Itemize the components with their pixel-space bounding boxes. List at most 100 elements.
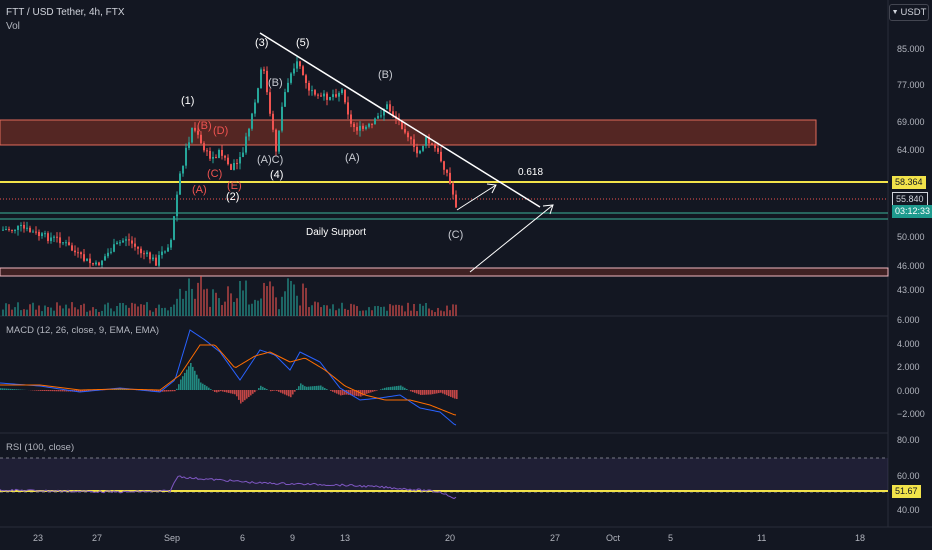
- time-tick: 13: [340, 533, 351, 543]
- macd-histogram-bar: [62, 390, 64, 392]
- macd-label[interactable]: MACD (12, 26, close, 9, EMA, EMA): [6, 325, 160, 336]
- volume-bar: [263, 282, 265, 316]
- macd-histogram-bar: [214, 390, 216, 392]
- currency-button[interactable]: ▼ USDT: [889, 4, 929, 21]
- macd-histogram-bar: [252, 390, 254, 394]
- wave-label-b-left: (B): [197, 120, 212, 132]
- volume-bar: [431, 310, 433, 316]
- macd-histogram-bar: [200, 382, 202, 390]
- projection-arrow-short-head: [486, 183, 497, 194]
- candle-body: [431, 143, 433, 145]
- volume-bar: [254, 299, 256, 316]
- candle-body: [167, 247, 169, 252]
- volume-bar: [20, 310, 22, 316]
- candle-body: [194, 127, 196, 131]
- candle-body: [314, 90, 316, 95]
- candle-body: [335, 94, 337, 97]
- volume-bar: [323, 305, 325, 316]
- volume-bar: [419, 303, 421, 316]
- candle-body: [254, 102, 256, 114]
- volume-bar: [2, 309, 4, 316]
- candle-body: [44, 233, 46, 235]
- macd-histogram-bar: [414, 390, 416, 393]
- volume-bar: [101, 310, 103, 316]
- candle-body: [62, 242, 64, 244]
- candle-body: [164, 251, 166, 253]
- volume-bar: [230, 293, 232, 316]
- candle-body: [119, 242, 121, 244]
- volume-bar: [164, 307, 166, 316]
- macd-histogram-bar: [444, 390, 446, 395]
- candle-body: [41, 233, 43, 237]
- candle-body: [383, 109, 385, 116]
- volume-bar: [407, 302, 409, 316]
- macd-histogram-bar: [394, 386, 396, 390]
- candle-body: [128, 239, 130, 241]
- wave-label-ac: (A)C): [257, 154, 284, 166]
- volume-bar: [95, 309, 97, 316]
- volume-bar: [38, 305, 40, 316]
- volume-bar: [374, 306, 376, 316]
- price-tick: 64.000: [897, 145, 925, 155]
- macd-histogram-bar: [124, 389, 126, 390]
- macd-histogram-bar: [330, 390, 332, 391]
- volume-bar: [185, 290, 187, 316]
- candle-body: [17, 225, 19, 230]
- macd-histogram-bar: [334, 390, 336, 393]
- candle-body: [14, 229, 16, 231]
- candle-body: [290, 73, 292, 83]
- candle-body: [281, 106, 283, 131]
- volume-bar: [179, 288, 181, 316]
- volume-bar: [215, 292, 217, 316]
- candle-body: [338, 93, 340, 97]
- projection-arrow-long-head: [542, 204, 554, 215]
- macd-histogram-bar: [312, 386, 314, 390]
- candle-body: [65, 242, 67, 244]
- volume-bar: [203, 289, 205, 316]
- volume-bar: [59, 305, 61, 316]
- rsi-label[interactable]: RSI (100, close): [6, 442, 75, 453]
- candle-body: [272, 113, 274, 130]
- candle-body: [137, 246, 139, 249]
- macd-histogram-bar: [172, 390, 174, 392]
- macd-tick: 6.000: [897, 315, 920, 325]
- macd-histogram-bar: [436, 390, 438, 394]
- candle-body: [407, 132, 409, 138]
- candle-body: [80, 252, 82, 255]
- macd-histogram-bar: [288, 390, 290, 397]
- volume-bar: [92, 307, 94, 316]
- volume-bar: [155, 308, 157, 316]
- volume-bar: [110, 308, 112, 316]
- candle-body: [371, 123, 373, 125]
- candle-body: [185, 147, 187, 166]
- volume-bar: [371, 310, 373, 316]
- candle-body: [434, 144, 436, 149]
- candle-body: [377, 115, 379, 119]
- macd-histogram-bar: [442, 390, 444, 394]
- macd-histogram-bar: [40, 390, 42, 391]
- volume-bar: [74, 307, 76, 316]
- candle-body: [302, 66, 304, 76]
- macd-histogram-bar: [18, 389, 20, 390]
- macd-histogram-bar: [308, 386, 310, 390]
- candle-body: [29, 227, 31, 232]
- wave-label-b-top: (B): [268, 77, 283, 89]
- volume-bar: [149, 310, 151, 316]
- macd-histogram-bar: [382, 388, 384, 390]
- macd-histogram-bar: [290, 390, 292, 398]
- candle-body: [248, 128, 250, 137]
- macd-histogram-bar: [14, 389, 16, 390]
- symbol-title[interactable]: FTT / USD Tether, 4h, FTX: [6, 7, 125, 18]
- macd-histogram-bar: [210, 389, 212, 390]
- volume-bar: [50, 307, 52, 316]
- macd-histogram-bar: [222, 390, 224, 392]
- macd-histogram-bar: [240, 390, 242, 404]
- volume-bar: [176, 298, 178, 316]
- volume-bar: [65, 304, 67, 316]
- candle-body: [176, 194, 178, 217]
- candle-body: [143, 253, 145, 255]
- macd-histogram-bar: [332, 390, 334, 392]
- volume-bar: [362, 310, 364, 316]
- macd-tick: 0.000: [897, 386, 920, 396]
